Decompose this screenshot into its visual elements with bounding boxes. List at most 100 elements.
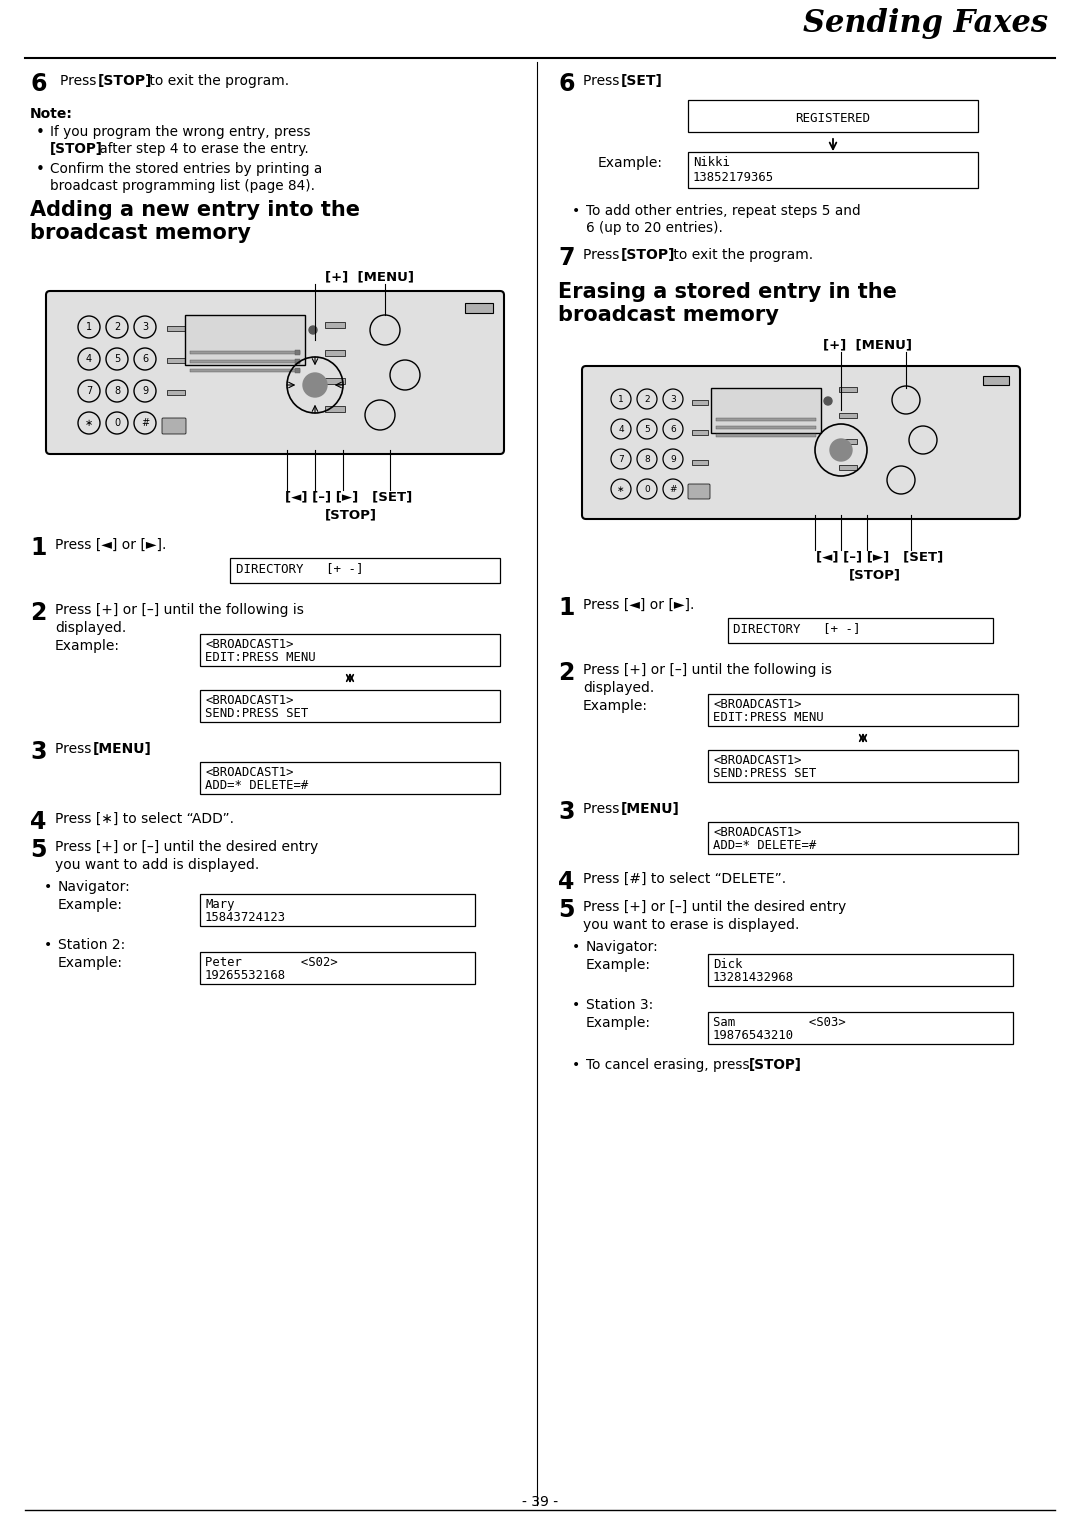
Text: <BROADCAST1>: <BROADCAST1> xyxy=(713,697,801,711)
Text: ∗: ∗ xyxy=(85,418,93,427)
Bar xyxy=(708,694,1018,726)
FancyBboxPatch shape xyxy=(688,484,710,499)
Text: 6: 6 xyxy=(30,72,46,96)
Text: 9: 9 xyxy=(670,455,676,464)
Bar xyxy=(839,439,858,444)
Text: 5: 5 xyxy=(30,838,46,862)
Text: 4: 4 xyxy=(618,424,624,433)
Bar xyxy=(708,823,1018,855)
Text: .: . xyxy=(667,803,672,816)
Text: to exit the program.: to exit the program. xyxy=(145,73,289,89)
Text: Example:: Example: xyxy=(586,958,651,972)
Bar xyxy=(692,459,708,465)
Text: Press: Press xyxy=(60,73,100,89)
Text: 6 (up to 20 entries).: 6 (up to 20 entries). xyxy=(586,221,723,235)
Text: [+]  [MENU]: [+] [MENU] xyxy=(325,270,414,282)
FancyBboxPatch shape xyxy=(46,291,504,455)
Text: 1: 1 xyxy=(86,322,92,333)
Text: Press: Press xyxy=(583,803,624,816)
Bar xyxy=(716,433,816,436)
Text: Press: Press xyxy=(55,742,96,755)
Text: Note:: Note: xyxy=(30,107,72,121)
Text: Mary: Mary xyxy=(205,897,234,911)
Text: [STOP]: [STOP] xyxy=(750,1058,801,1071)
Bar xyxy=(230,559,500,583)
Bar xyxy=(692,430,708,435)
Bar xyxy=(190,360,300,363)
Circle shape xyxy=(303,372,327,397)
Text: 8: 8 xyxy=(644,455,650,464)
Bar xyxy=(295,359,300,365)
Bar xyxy=(167,359,185,363)
Text: Example:: Example: xyxy=(598,156,663,169)
Text: 13852179365: 13852179365 xyxy=(693,171,774,185)
Bar xyxy=(688,153,978,188)
Text: EDIT:PRESS MENU: EDIT:PRESS MENU xyxy=(205,652,315,664)
Bar xyxy=(167,327,185,331)
Text: Press [#] to select “DELETE”.: Press [#] to select “DELETE”. xyxy=(583,871,786,887)
Text: To add other entries, repeat steps 5 and: To add other entries, repeat steps 5 and xyxy=(586,204,861,218)
Text: Station 3:: Station 3: xyxy=(586,998,653,1012)
Text: ADD=* DELETE=#: ADD=* DELETE=# xyxy=(205,778,308,792)
Text: .: . xyxy=(795,1058,799,1071)
Bar xyxy=(295,349,300,356)
Text: SEND:PRESS SET: SEND:PRESS SET xyxy=(713,768,816,780)
Text: - 39 -: - 39 - xyxy=(522,1495,558,1509)
Text: Sam          <S03>: Sam <S03> xyxy=(713,1016,846,1029)
Text: 3: 3 xyxy=(141,322,148,333)
Text: •: • xyxy=(572,940,580,954)
Text: 4: 4 xyxy=(86,354,92,365)
Bar xyxy=(200,690,500,722)
Text: <BROADCAST1>: <BROADCAST1> xyxy=(205,694,294,707)
Text: SEND:PRESS SET: SEND:PRESS SET xyxy=(205,707,308,720)
FancyBboxPatch shape xyxy=(162,418,186,433)
Text: .: . xyxy=(657,73,661,89)
Text: [STOP]: [STOP] xyxy=(50,142,103,156)
Bar xyxy=(839,465,858,470)
Text: [◄] [–] [►]   [SET]: [◄] [–] [►] [SET] xyxy=(816,549,943,563)
Bar xyxy=(983,375,1009,385)
Bar xyxy=(692,400,708,404)
Bar xyxy=(200,894,475,926)
Text: 3: 3 xyxy=(670,395,676,403)
Bar xyxy=(295,368,300,372)
FancyBboxPatch shape xyxy=(582,366,1020,519)
Text: •: • xyxy=(36,125,45,140)
Text: 15843724123: 15843724123 xyxy=(205,911,286,925)
Text: 6: 6 xyxy=(558,72,575,96)
Bar xyxy=(716,426,816,429)
Text: #: # xyxy=(670,484,677,493)
Text: Press: Press xyxy=(583,249,624,262)
Text: Press [◄] or [►].: Press [◄] or [►]. xyxy=(55,539,166,552)
Text: 1: 1 xyxy=(618,395,624,403)
Bar xyxy=(325,322,345,328)
Text: Example:: Example: xyxy=(58,897,123,913)
Text: DIRECTORY   [+ -]: DIRECTORY [+ -] xyxy=(237,562,364,575)
Text: [◄] [–] [►]   [SET]: [◄] [–] [►] [SET] xyxy=(285,490,413,504)
Text: Adding a new entry into the: Adding a new entry into the xyxy=(30,200,360,220)
Text: [+]  [MENU]: [+] [MENU] xyxy=(823,337,912,351)
Text: 2: 2 xyxy=(558,661,575,685)
Text: Sending Faxes: Sending Faxes xyxy=(804,8,1048,40)
Text: [MENU]: [MENU] xyxy=(621,803,680,816)
Bar xyxy=(200,952,475,984)
Text: Erasing a stored entry in the: Erasing a stored entry in the xyxy=(558,282,896,302)
Text: <BROADCAST1>: <BROADCAST1> xyxy=(205,638,294,652)
Text: Press [+] or [–] until the following is: Press [+] or [–] until the following is xyxy=(55,603,303,617)
Bar xyxy=(708,1012,1013,1044)
Text: <BROADCAST1>: <BROADCAST1> xyxy=(713,754,801,768)
Text: [SET]: [SET] xyxy=(621,73,663,89)
Text: EDIT:PRESS MENU: EDIT:PRESS MENU xyxy=(713,711,824,723)
Text: Example:: Example: xyxy=(583,699,648,713)
Text: 19876543210: 19876543210 xyxy=(713,1029,794,1042)
Text: Press [◄] or [►].: Press [◄] or [►]. xyxy=(583,598,694,612)
Bar xyxy=(708,954,1013,986)
Bar xyxy=(839,388,858,392)
Text: 5: 5 xyxy=(644,424,650,433)
Text: 5: 5 xyxy=(113,354,120,365)
Text: [MENU]: [MENU] xyxy=(93,742,152,755)
Bar xyxy=(325,349,345,356)
Text: 7: 7 xyxy=(558,246,575,270)
Bar xyxy=(465,304,492,313)
Text: •: • xyxy=(572,204,580,218)
